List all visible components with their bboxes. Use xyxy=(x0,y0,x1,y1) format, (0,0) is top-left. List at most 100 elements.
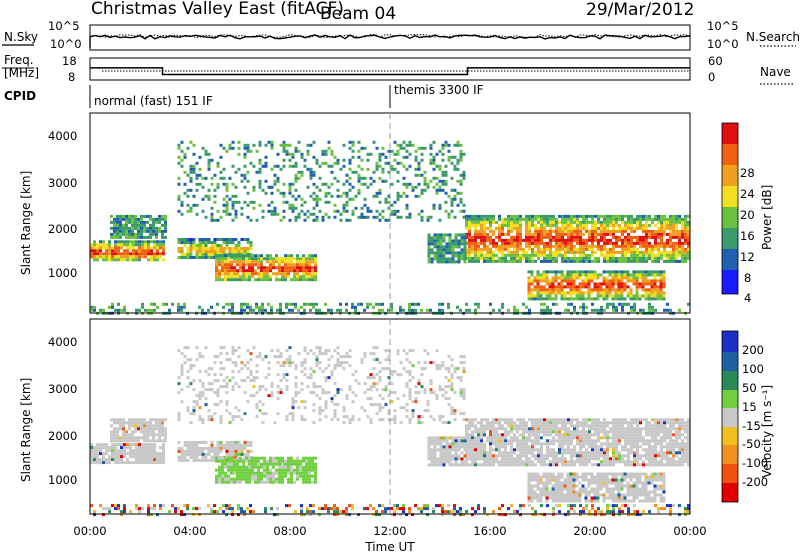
velocity-echo-cell xyxy=(276,373,280,377)
velocity-echo-cell xyxy=(324,400,328,404)
power-echo-cell xyxy=(345,203,349,207)
velocity-echo-cell xyxy=(546,427,549,431)
power-echo-cell xyxy=(300,155,304,159)
power-echo-cell xyxy=(180,256,184,259)
power-echo-cell xyxy=(258,308,261,312)
velocity-echo-cell xyxy=(318,412,322,416)
power-echo-cell xyxy=(279,218,283,222)
power-echo-cell xyxy=(291,194,295,198)
power-echo-cell xyxy=(342,158,346,162)
velocity-echo-cell xyxy=(429,388,433,392)
power-echo-cell xyxy=(90,305,93,309)
power-echo-cell xyxy=(315,308,318,312)
velocity-echo-cell xyxy=(189,382,193,386)
velocity-echo-cell xyxy=(105,452,108,456)
velocity-echo-cell xyxy=(504,436,507,440)
velocity-echo-cell xyxy=(552,442,555,446)
power-echo-cell xyxy=(594,220,597,224)
power-echo-cell xyxy=(600,305,603,309)
power-echo-cell xyxy=(119,232,122,236)
power-echo-cell xyxy=(210,206,214,210)
power-echo-cell xyxy=(396,143,400,147)
power-echo-cell xyxy=(153,255,156,259)
power-echo-cell xyxy=(543,244,546,248)
velocity-echo-cell xyxy=(315,385,319,389)
power-echo-cell xyxy=(393,200,397,204)
velocity-echo-cell xyxy=(201,355,205,359)
power-echo-cell xyxy=(516,253,519,257)
power-echo-cell xyxy=(276,308,279,312)
power-echo-cell xyxy=(99,252,102,256)
velocity-echo-cell xyxy=(507,454,510,458)
velocity-echo-cell xyxy=(408,397,412,401)
power-echo-cell xyxy=(513,256,516,260)
power-echo-cell xyxy=(584,297,588,301)
power-echo-cell xyxy=(126,255,129,259)
power-echo-cell xyxy=(492,232,495,236)
power-echo-cell xyxy=(321,215,325,219)
velocity-echo-cell xyxy=(546,421,549,425)
velocity-echo-cell xyxy=(549,442,552,446)
velocity-echo-cell xyxy=(510,424,513,428)
velocity-echo-cell xyxy=(152,439,155,443)
velocity-echo-cell xyxy=(525,454,528,458)
velocity-echo-cell xyxy=(387,367,391,371)
power-echo-cell xyxy=(459,197,463,201)
power-echo-cell xyxy=(219,247,223,250)
power-echo-cell xyxy=(276,188,280,192)
power-echo-cell xyxy=(245,257,248,261)
power-echo-cell xyxy=(308,260,311,264)
velocity-echo-cell xyxy=(387,355,391,359)
velocity-echo-cell xyxy=(450,358,454,362)
power-echo-cell xyxy=(150,302,153,306)
velocity-echo-cell xyxy=(546,418,549,422)
power-echo-cell xyxy=(402,176,406,180)
power-echo-cell xyxy=(363,197,367,201)
power-echo-cell xyxy=(284,257,287,261)
power-echo-cell xyxy=(483,238,486,242)
power-echo-cell xyxy=(405,143,409,147)
velocity-echo-cell xyxy=(504,439,507,443)
power-echo-cell xyxy=(186,203,190,207)
power-echo-cell xyxy=(542,291,546,295)
power-echo-cell xyxy=(530,270,534,274)
velocity-echo-cell xyxy=(287,471,290,475)
power-echo-cell xyxy=(438,206,442,210)
velocity-echo-cell xyxy=(236,474,239,478)
power-echo-cell xyxy=(656,291,660,295)
velocity-echo-cell xyxy=(164,430,167,434)
power-echo-cell xyxy=(108,243,111,247)
power-echo-cell xyxy=(381,179,385,183)
power-echo-cell xyxy=(204,149,208,153)
power-echo-cell xyxy=(489,247,492,251)
power-echo-cell xyxy=(342,143,346,147)
velocity-echo-cell xyxy=(198,452,202,456)
power-echo-cell xyxy=(351,197,355,201)
power-echo-cell xyxy=(501,238,504,242)
velocity-echo-cell xyxy=(296,474,299,478)
power-echo-cell xyxy=(597,217,600,221)
power-echo-cell xyxy=(432,161,436,165)
power-echo-cell xyxy=(660,226,663,230)
power-echo-cell xyxy=(591,235,594,239)
power-echo-cell xyxy=(123,308,126,312)
velocity-echo-cell xyxy=(237,440,241,444)
power-echo-cell xyxy=(624,253,627,257)
power-echo-cell xyxy=(219,170,223,174)
power-echo-cell xyxy=(125,223,128,227)
velocity-echo-cell xyxy=(251,468,254,472)
power-echo-cell xyxy=(140,232,143,236)
power-echo-cell xyxy=(216,161,220,165)
power-echo-cell xyxy=(225,247,229,250)
power-echo-cell xyxy=(501,232,504,236)
power-echo-cell xyxy=(387,170,391,174)
velocity-echo-cell xyxy=(447,367,451,371)
power-echo-cell xyxy=(162,246,165,250)
velocity-echo-cell xyxy=(411,364,415,368)
velocity-echo-cell xyxy=(246,361,250,365)
power-echo-cell xyxy=(630,305,633,309)
power-echo-cell xyxy=(243,250,247,253)
power-echo-cell xyxy=(653,276,657,280)
power-echo-cell xyxy=(417,146,421,150)
power-echo-cell xyxy=(183,256,187,259)
